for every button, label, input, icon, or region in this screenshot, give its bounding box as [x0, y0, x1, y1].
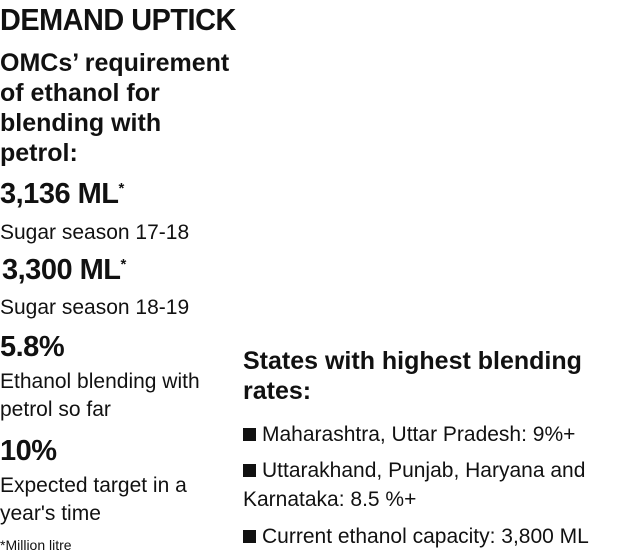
stat-value-text: 10%	[0, 435, 57, 467]
stat-value-4: 10%	[0, 435, 57, 468]
stat-value-2: 3,300 ML*	[2, 254, 126, 287]
stat-value-text: 3,136 ML	[0, 178, 119, 210]
states-section-title: States with highest blending rates:	[243, 347, 582, 405]
stat-label-4: Expected target in a year's time	[0, 474, 187, 525]
footnote: *Million litre	[0, 537, 72, 553]
state-item-1: Maharashtra, Uttar Pradesh: 9%+	[243, 420, 615, 449]
square-bullet-icon	[243, 428, 256, 441]
stat-value-text: 3,300 ML	[2, 254, 121, 286]
stat-value-3: 5.8%	[0, 331, 65, 364]
footnote-mark: *	[118, 180, 125, 197]
state-item-3: Current ethanol capacity: 3,800 ML	[243, 522, 615, 551]
footnote-mark: *	[120, 256, 127, 273]
state-item-text: Maharashtra, Uttar Pradesh: 9%+	[262, 423, 576, 446]
stat-label-2: Sugar season 18-19	[0, 296, 190, 319]
stat-value-1: 3,136 ML*	[0, 178, 124, 211]
stat-value-text: 5.8%	[0, 331, 65, 363]
square-bullet-icon	[243, 464, 256, 477]
infographic-subtitle: OMCs’ requirement of ethanol for blendin…	[0, 49, 230, 167]
state-item-2: Uttarakhand, Punjab, Haryana and Karnata…	[243, 456, 615, 514]
stat-label-3: Ethanol blending with petrol so far	[0, 370, 200, 421]
square-bullet-icon	[243, 530, 256, 543]
state-item-text: Current ethanol capacity: 3,800 ML	[262, 525, 589, 548]
infographic-title: DEMAND UPTICK	[0, 2, 236, 37]
stat-label-1: Sugar season 17-18	[0, 221, 190, 244]
state-item-text: Uttarakhand, Punjab, Haryana and Karnata…	[243, 459, 586, 511]
